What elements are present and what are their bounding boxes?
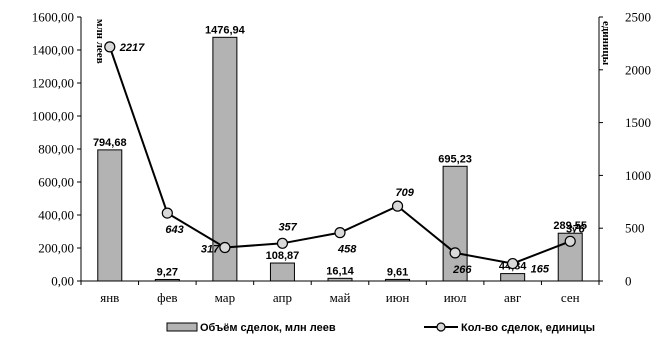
bar-value-label: 289,55: [553, 220, 587, 232]
left-axis-title: млн леев: [94, 19, 106, 64]
bar-value-label: 695,23: [438, 153, 472, 165]
line-value-label: 458: [337, 244, 357, 256]
line-value-label: 2217: [119, 42, 145, 54]
bar: [97, 149, 123, 282]
legend-line-marker: [436, 322, 446, 332]
legend-line-label: Кол-во сделок, единицы: [461, 322, 595, 334]
left-tick-label: 1000,00: [32, 109, 74, 124]
right-tick-label: 500: [625, 221, 645, 236]
line-value-label: 376: [566, 223, 585, 235]
bar: [154, 278, 180, 282]
bar: [212, 36, 238, 282]
bar: [327, 277, 353, 282]
line-value-label: 165: [531, 264, 550, 276]
line-series: 2217 643 317 357 458 709 266 165 376: [104, 41, 585, 276]
right-axis-title: единицы: [600, 21, 612, 66]
line-marker: [219, 241, 231, 254]
right-tick-label: 2000: [625, 62, 651, 77]
x-tick-label: июн: [386, 290, 410, 305]
line-marker: [449, 247, 461, 259]
left-y-axis: 0,00 200,00 400,00 600,00 800,00 1000,00 1200,…: [32, 10, 106, 289]
line-value-label: 357: [278, 221, 297, 233]
x-tick-label: фев: [157, 290, 177, 305]
left-tick-label: 1400,00: [32, 43, 74, 58]
bar: [385, 278, 411, 282]
right-y-axis: 0 500 1000 1500 2000 2500 единицы: [598, 10, 651, 289]
line-value-label: 266: [452, 264, 472, 276]
left-tick-label: 800,00: [38, 142, 74, 157]
right-tick-label: 1500: [625, 115, 651, 130]
x-tick-label: апр: [273, 290, 292, 305]
x-axis: янв фев мар апр май июн июл авг сен: [80, 280, 600, 305]
bar-value-label: 108,87: [266, 250, 300, 262]
bar-value-label: 9,27: [157, 266, 178, 278]
line-value-label: 643: [165, 224, 183, 236]
x-tick-label: май: [330, 290, 351, 305]
left-tick-label: 1200,00: [32, 76, 74, 91]
left-tick-label: 400,00: [38, 208, 74, 223]
left-tick-label: 1600,00: [32, 10, 74, 25]
x-tick-label: июл: [444, 290, 467, 305]
left-tick-label: 200,00: [38, 241, 74, 256]
right-tick-label: 0: [625, 274, 632, 289]
line-marker: [507, 257, 519, 270]
left-tick-label: 0,00: [51, 274, 74, 289]
bar-series: 794,689,271476,94108,8716,149,61695,2344…: [93, 24, 587, 282]
bar: [269, 262, 295, 282]
line-value-label: 317: [201, 244, 220, 256]
bar-value-label: 9,61: [387, 266, 408, 278]
line-marker: [104, 41, 116, 53]
line-marker: [391, 200, 404, 212]
bar: [500, 273, 526, 282]
legend: Объём сделок, млн леев Кол-во сделок, еди…: [166, 322, 595, 334]
x-tick-label: янв: [100, 290, 119, 305]
line-marker: [161, 207, 173, 219]
line-value-label: 709: [396, 187, 415, 199]
x-tick-label: мар: [215, 290, 235, 305]
line-marker: [276, 237, 289, 249]
right-tick-label: 1000: [625, 168, 651, 183]
left-tick-label: 600,00: [38, 175, 74, 190]
line-marker: [564, 235, 576, 247]
x-tick-label: авг: [504, 290, 521, 305]
x-tick-label: сен: [561, 290, 580, 305]
bar-value-label: 1476,94: [205, 24, 246, 36]
bar: [442, 165, 468, 282]
bar-value-label: 794,68: [93, 137, 127, 149]
line-marker: [334, 227, 346, 239]
bar-value-label: 16,14: [326, 265, 354, 277]
legend-bar-swatch: [166, 322, 198, 332]
legend-bar-label: Объём сделок, млн леев: [200, 322, 336, 334]
right-tick-label: 2500: [625, 10, 651, 25]
